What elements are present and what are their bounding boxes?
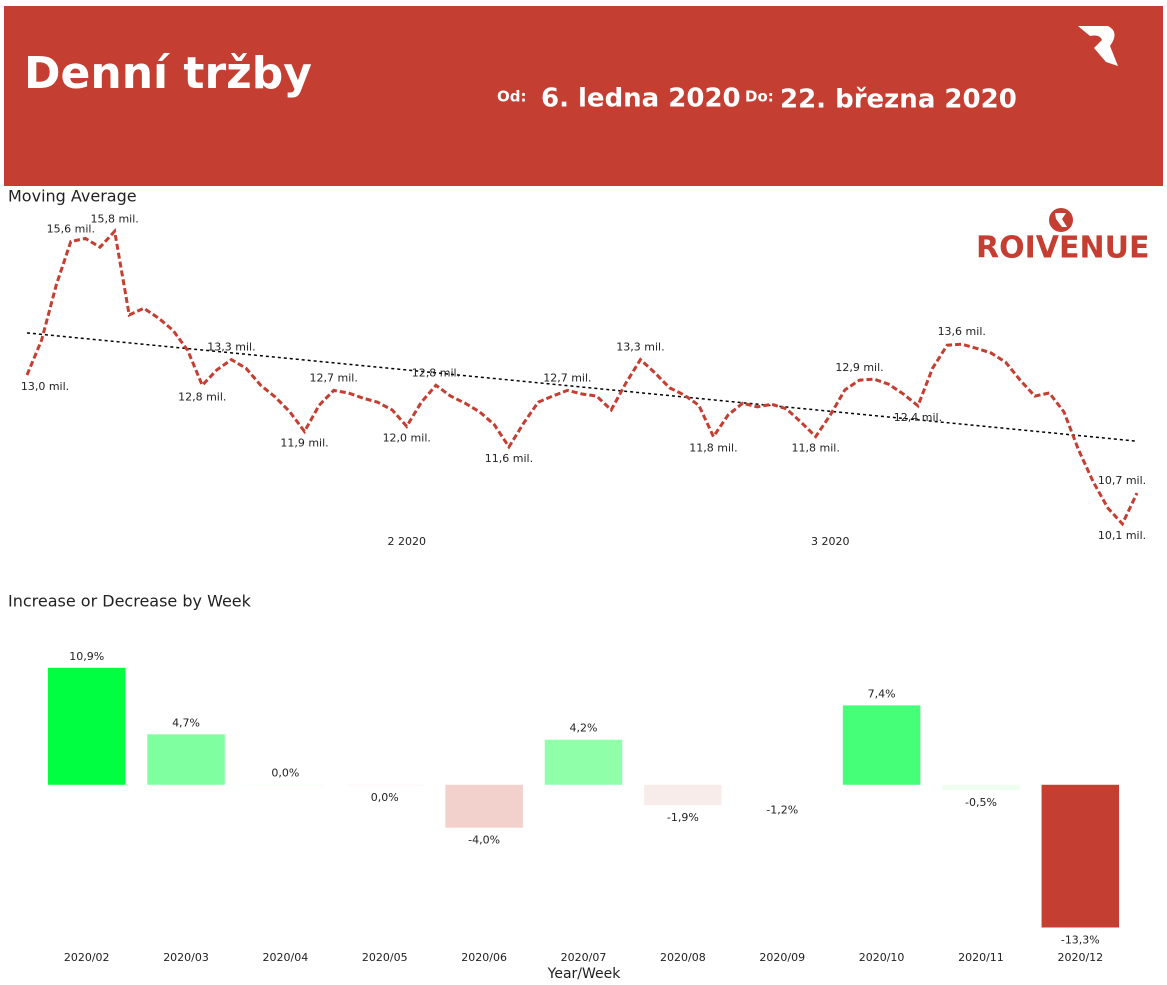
chart-title: Moving Average <box>8 187 137 206</box>
data-label: 10,9% <box>69 650 104 663</box>
x-axis-label: Year/Week <box>547 966 622 982</box>
data-label: 13,3 mil. <box>207 341 255 354</box>
bar <box>445 784 523 828</box>
data-label: 10,1 mil. <box>1098 529 1146 542</box>
bar <box>246 784 325 786</box>
page-title: Denní tržby <box>24 48 312 99</box>
x-tick-label: 2020/03 <box>163 951 209 964</box>
x-tick-label: 2020/07 <box>561 951 607 964</box>
data-label: 11,6 mil. <box>485 452 533 465</box>
data-label: 12,8 mil. <box>412 366 460 379</box>
bar <box>1041 784 1120 928</box>
data-label: 12,7 mil. <box>543 371 591 384</box>
bar <box>147 734 225 785</box>
to-label: Do: <box>745 88 774 106</box>
header-band <box>4 6 1163 186</box>
x-tick-label: 3 2020 <box>811 535 850 548</box>
x-tick-label: 2020/12 <box>1057 951 1103 964</box>
bar <box>743 784 821 798</box>
x-tick-label: 2020/08 <box>660 951 706 964</box>
data-label: 11,8 mil. <box>689 442 737 455</box>
data-label: 12,8 mil. <box>178 390 226 403</box>
moving-average-line <box>25 228 1139 527</box>
data-label: 12,4 mil. <box>894 411 942 424</box>
bar <box>842 705 921 785</box>
x-tick-label: 2020/06 <box>461 951 507 964</box>
data-label: 13,3 mil. <box>616 341 664 354</box>
data-label: 13,0 mil. <box>21 380 69 393</box>
data-label: -1,2% <box>766 804 798 817</box>
data-label: 0,0% <box>371 791 399 804</box>
data-label: 12,7 mil. <box>310 371 358 384</box>
data-label: 15,8 mil. <box>90 212 138 225</box>
data-label: -1,9% <box>667 811 699 824</box>
brand-icon-mark <box>1055 213 1067 227</box>
x-tick-label: 2020/05 <box>362 951 408 964</box>
x-tick-label: 2020/11 <box>958 951 1004 964</box>
data-label: -13,3% <box>1061 933 1100 946</box>
data-label: 0,0% <box>271 767 299 780</box>
from-label: Od: <box>497 88 527 106</box>
x-tick-label: 2020/09 <box>759 951 805 964</box>
bar <box>942 784 1020 791</box>
data-label: -4,0% <box>468 834 500 847</box>
data-label: 4,2% <box>570 722 598 735</box>
data-label: 11,9 mil. <box>280 436 328 449</box>
x-tick-label: 2020/04 <box>263 951 309 964</box>
header-logo <box>1078 26 1118 66</box>
data-label: 7,4% <box>868 687 896 700</box>
data-label: 15,6 mil. <box>47 223 95 236</box>
data-label: 4,7% <box>172 716 200 729</box>
chart-title: Increase or Decrease by Week <box>8 592 252 611</box>
bar <box>644 784 722 806</box>
x-tick-label: 2020/10 <box>859 951 905 964</box>
brand-name: ROIVENUE <box>976 231 1149 266</box>
data-label: 13,6 mil. <box>938 325 986 338</box>
to-date: 22. března 2020 <box>780 85 1017 115</box>
trend-line <box>26 332 1138 442</box>
data-label: 11,8 mil. <box>792 442 840 455</box>
bar <box>544 739 623 785</box>
bar <box>47 667 126 785</box>
data-label: 12,0 mil. <box>383 431 431 444</box>
data-label: 12,9 mil. <box>835 361 883 374</box>
from-date: 6. ledna 2020 <box>541 84 741 114</box>
bar <box>346 784 424 786</box>
x-tick-label: 2 2020 <box>387 535 426 548</box>
data-label: 10,7 mil. <box>1098 474 1146 487</box>
x-tick-label: 2020/02 <box>64 951 110 964</box>
data-label: -0,5% <box>965 796 997 809</box>
